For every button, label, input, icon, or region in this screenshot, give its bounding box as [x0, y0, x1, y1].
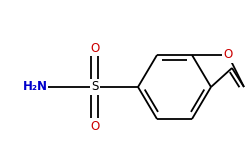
- Text: O: O: [223, 48, 232, 62]
- Text: O: O: [90, 120, 99, 132]
- Text: H₂N: H₂N: [23, 80, 48, 93]
- Text: O: O: [90, 41, 99, 55]
- Text: S: S: [91, 80, 98, 93]
